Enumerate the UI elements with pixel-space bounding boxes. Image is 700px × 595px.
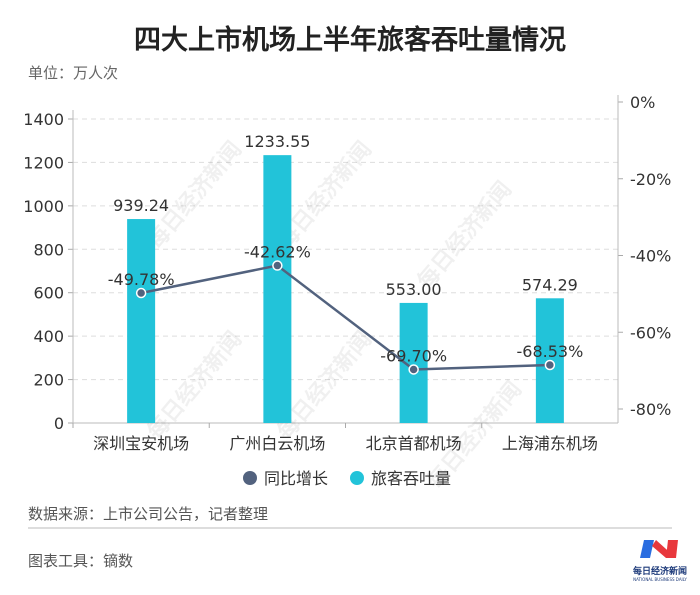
unit-label: 单位：万人次: [28, 64, 119, 82]
brand-logo: 每日经济新闻 NATIONAL BUSINESS DAILY: [628, 538, 692, 582]
source-note: 数据来源：上市公司公告，记者整理: [28, 505, 269, 523]
right-tick-label: -80%: [630, 400, 671, 419]
right-tick-label: -20%: [630, 170, 671, 189]
legend-marker-line: [243, 471, 257, 485]
watermark: 每日经济新闻: [412, 177, 517, 295]
legend-label: 同比增长: [264, 469, 328, 488]
right-tick-label: 0%: [630, 93, 655, 112]
line-point: [272, 260, 283, 271]
line-data-label: -42.62%: [244, 243, 311, 262]
chart-svg: 0 200 400 600 800 1000 1200 1400 0% -20% -40% -60% -…: [23, 93, 671, 494]
left-tick-label: 1000: [23, 197, 64, 216]
chart-title: 四大上市机场上半年旅客吞吐量情况: [134, 25, 566, 56]
tool-note: 图表工具：镝数: [28, 552, 134, 570]
logo-text: 每日经济新闻: [632, 567, 687, 577]
left-tick-label: 1200: [23, 153, 64, 172]
logo-mark-icon: [640, 540, 678, 558]
left-tick-label: 600: [33, 284, 64, 303]
x-tick-label: 上海浦东机场: [502, 434, 598, 453]
watermark: 每日经济新闻: [142, 327, 247, 445]
x-tick-label: 北京首都机场: [366, 434, 462, 453]
left-tick-label: 200: [33, 371, 64, 390]
bar-data-label: 553.00: [386, 280, 442, 299]
legend-marker-bar: [350, 471, 364, 485]
left-tick-label: 1400: [23, 110, 64, 129]
left-tick-label: 0: [54, 414, 64, 433]
x-tick-label: 深圳宝安机场: [93, 434, 189, 453]
line-point: [135, 287, 147, 299]
line-series: [140, 264, 550, 371]
bar-data-label: 939.24: [113, 196, 169, 215]
bar: [127, 219, 156, 423]
left-tick-label: 800: [33, 240, 64, 259]
left-tick-label: 400: [33, 327, 64, 346]
bar: [263, 155, 292, 423]
bar-data-label: 1233.55: [244, 132, 310, 151]
line-point: [408, 364, 419, 375]
bar-data-label: 574.29: [522, 275, 578, 294]
line-data-label: -68.53%: [516, 342, 583, 361]
line-data-label: -69.70%: [380, 346, 447, 365]
line-data-label: -49.78%: [108, 270, 175, 289]
right-tick-label: -60%: [630, 323, 671, 342]
x-tick-label: 广州白云机场: [229, 434, 325, 453]
logo-text: NATIONAL BUSINESS DAILY: [633, 577, 687, 582]
divider: [28, 527, 672, 529]
right-tick-label: -40%: [630, 247, 671, 266]
legend-label: 旅客吞吐量: [371, 469, 451, 488]
line-point: [544, 359, 556, 371]
